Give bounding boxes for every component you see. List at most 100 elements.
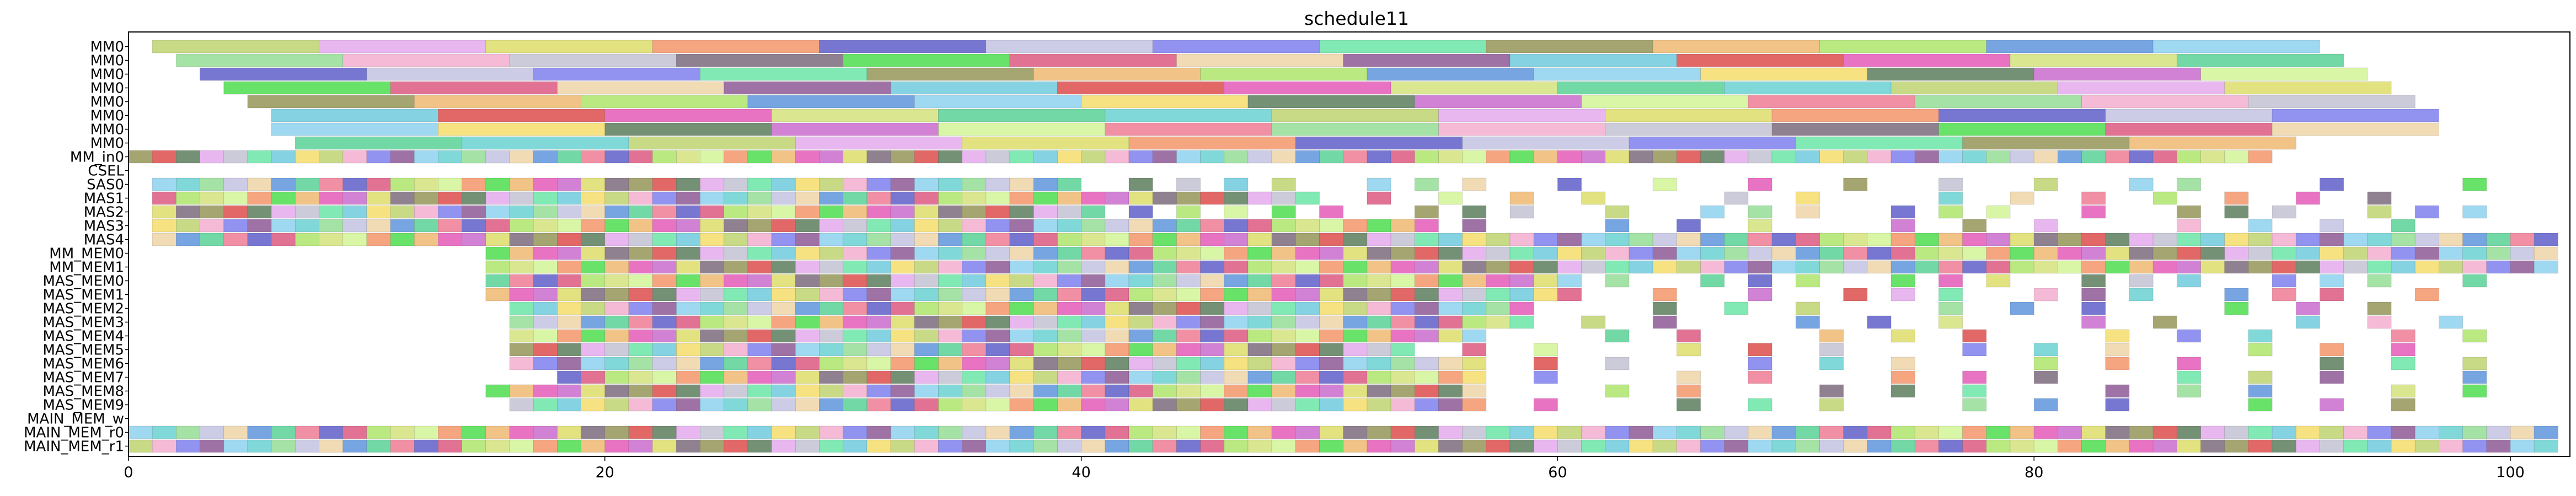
gantt-bar (1319, 329, 1344, 343)
gantt-bar (462, 177, 486, 191)
gantt-bar (1629, 246, 1653, 260)
gantt-bar (1176, 370, 1201, 384)
gantt-bar (414, 233, 438, 246)
gantt-bar (557, 205, 582, 219)
gantt-bar (819, 357, 844, 370)
gantt-bar (1247, 439, 1272, 453)
gantt-bar (1486, 40, 1653, 53)
gantt-bar (294, 205, 319, 219)
gantt-bar (962, 315, 987, 329)
gantt-bar (294, 425, 319, 439)
gantt-bar (652, 288, 677, 301)
gantt-bar (2176, 357, 2201, 370)
gantt-bar (1891, 150, 1915, 164)
gantt-bar (509, 177, 534, 191)
gantt-bar (914, 288, 939, 301)
gantt-bar (2510, 233, 2535, 246)
gantt-bar (2224, 150, 2249, 164)
gantt-bar (628, 260, 653, 274)
gantt-bar (1795, 246, 1820, 260)
gantt-bar (724, 398, 748, 412)
gantt-bar (676, 260, 700, 274)
gantt-bar (1509, 288, 1534, 301)
gantt-bar (509, 288, 534, 301)
gantt-bar (2367, 233, 2392, 246)
gantt-bar (1367, 260, 1391, 274)
gantt-bar (2272, 246, 2296, 260)
gantt-bar (1938, 109, 2106, 122)
gantt-bar (1629, 150, 1653, 164)
gantt-bar (1962, 260, 1987, 274)
gantt-bar (1343, 53, 1511, 67)
gantt-bar (1009, 219, 1034, 233)
gantt-bar (700, 191, 725, 205)
gantt-bar (1367, 398, 1391, 412)
gantt-bar (1414, 439, 1439, 453)
gantt-bar (1414, 177, 1439, 191)
gantt-bar (2272, 439, 2296, 453)
gantt-bar (1343, 288, 1368, 301)
gantt-bar (1509, 315, 1534, 329)
gantt-bar (2462, 357, 2487, 370)
gantt-bar (843, 150, 867, 164)
gantt-bar (771, 315, 796, 329)
gantt-bar (676, 246, 700, 260)
gantt-bar (1462, 150, 1487, 164)
gantt-bar (557, 246, 582, 260)
gantt-bar (1819, 260, 1844, 274)
gantt-bar (2033, 425, 2058, 439)
gantt-bar (1224, 233, 1249, 246)
gantt-bar (700, 260, 725, 274)
gantt-bar (866, 357, 891, 370)
gantt-bar (581, 370, 606, 384)
gantt-bar (509, 425, 534, 439)
gantt-bar (1486, 301, 1511, 315)
gantt-bar (342, 177, 367, 191)
gantt-bar (223, 205, 248, 219)
gantt-bar (2105, 357, 2130, 370)
gantt-bar (890, 398, 915, 412)
gantt-bar (509, 315, 534, 329)
gantt-bar (1081, 288, 1106, 301)
gantt-bar (1438, 301, 1463, 315)
gantt-bar (2176, 205, 2201, 219)
gantt-bar (771, 301, 796, 315)
gantt-bar (771, 109, 939, 122)
gantt-bar (1033, 315, 1058, 329)
gantt-bar (1724, 246, 1749, 260)
gantt-bar (628, 274, 653, 288)
gantt-bar (1176, 246, 1201, 260)
gantt-bar (771, 439, 796, 453)
gantt-bar (890, 439, 915, 453)
gantt-bar (1367, 315, 1391, 329)
gantt-bar (1462, 329, 1487, 343)
gantt-bar (1390, 384, 1415, 398)
gantt-bar (438, 177, 463, 191)
gantt-bar (1486, 260, 1511, 274)
gantt-bar (2200, 67, 2368, 81)
gantt-bar (2105, 122, 2273, 136)
gantt-bar (247, 95, 415, 109)
gantt-bar (700, 274, 725, 288)
gantt-bar (1033, 233, 1058, 246)
gantt-bar (1224, 288, 1249, 301)
gantt-bar (795, 260, 820, 274)
gantt-bar (1176, 439, 1201, 453)
gantt-bar (914, 329, 939, 343)
gantt-bar (986, 288, 1010, 301)
gantt-bar (1057, 288, 1082, 301)
gantt-bar (890, 219, 915, 233)
gantt-bar (414, 439, 438, 453)
gantt-bar (1795, 150, 1820, 164)
gantt-bar (1414, 384, 1439, 398)
gantt-bar (557, 370, 582, 384)
gantt-bar (2010, 301, 2034, 315)
gantt-bar (1152, 40, 1320, 53)
gantt-bar (1581, 246, 1606, 260)
gantt-bar (1557, 81, 1725, 95)
gantt-bar (2320, 274, 2344, 288)
gantt-bar (462, 136, 629, 150)
gantt-bar (2439, 425, 2463, 439)
gantt-bar (1390, 370, 1415, 384)
gantt-bar (1891, 233, 1915, 246)
